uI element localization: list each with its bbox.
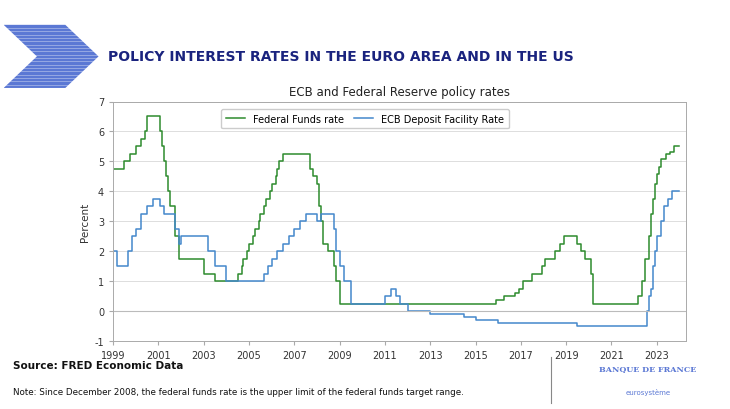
Y-axis label: Percent: Percent [80, 202, 91, 241]
Text: Source: FRED Economic Data: Source: FRED Economic Data [12, 360, 183, 370]
Federal Funds rate [109, 167, 118, 172]
Polygon shape [4, 26, 99, 89]
Text: POLICY INTEREST RATES IN THE EURO AREA AND IN THE US: POLICY INTEREST RATES IN THE EURO AREA A… [108, 50, 574, 64]
ECB Deposit Facility Rate [109, 249, 118, 254]
Text: Note: Since December 2008, the federal funds rate is the upper limit of the fede: Note: Since December 2008, the federal f… [12, 387, 464, 396]
Line: ECB Deposit Facility Rate: ECB Deposit Facility Rate [113, 192, 680, 326]
Federal Funds rate [137, 137, 146, 142]
Federal Funds rate [335, 302, 344, 307]
ECB Deposit Facility Rate [131, 227, 140, 232]
ECB Deposit Facility Rate [573, 324, 582, 329]
Federal Funds rate [199, 272, 208, 276]
Text: BANQUE DE FRANCE: BANQUE DE FRANCE [599, 364, 696, 372]
ECB Deposit Facility Rate [653, 234, 661, 239]
ECB Deposit Facility Rate [675, 189, 684, 194]
Federal Funds rate [573, 242, 582, 247]
Line: Federal Funds rate: Federal Funds rate [113, 117, 680, 304]
Text: eurosystème: eurosystème [626, 388, 670, 396]
Federal Funds rate [143, 115, 152, 120]
ECB Deposit Facility Rate [460, 315, 469, 320]
Title: ECB and Federal Reserve policy rates: ECB and Federal Reserve policy rates [289, 85, 510, 98]
ECB Deposit Facility Rate [148, 197, 157, 202]
ECB Deposit Facility Rate [667, 189, 676, 194]
Federal Funds rate [562, 234, 571, 239]
ECB Deposit Facility Rate [273, 249, 282, 254]
Legend: Federal Funds rate, ECB Deposit Facility Rate: Federal Funds rate, ECB Deposit Facility… [221, 110, 509, 129]
Federal Funds rate [675, 145, 684, 150]
Federal Funds rate [550, 249, 559, 254]
Federal Funds rate [541, 257, 550, 262]
ECB Deposit Facility Rate [290, 227, 299, 232]
